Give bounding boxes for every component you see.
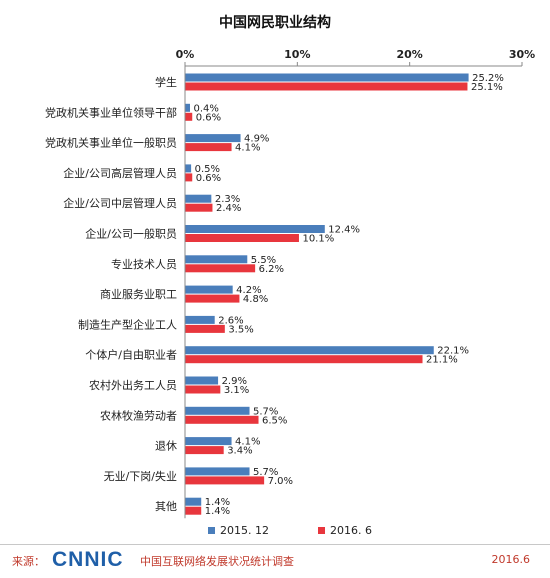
- x-tick-label: 0%: [176, 48, 195, 61]
- data-label: 2.9%: [222, 376, 247, 387]
- data-label: 4.8%: [243, 294, 268, 305]
- cnnic-logo: CNNIC: [52, 548, 124, 571]
- bar: [185, 103, 190, 112]
- data-label: 6.2%: [259, 264, 284, 275]
- bar: [185, 315, 215, 324]
- legend-swatch: [208, 527, 215, 534]
- data-label: 5.5%: [251, 255, 276, 266]
- bar: [185, 376, 219, 385]
- data-label: 0.6%: [196, 112, 221, 123]
- data-label: 2.3%: [215, 194, 240, 205]
- bar: [185, 234, 299, 242]
- bar: [185, 203, 213, 212]
- data-label: 1.4%: [205, 497, 230, 508]
- bar: [185, 437, 232, 446]
- bar: [185, 415, 259, 424]
- category-label: 学生: [155, 75, 177, 89]
- category-label: 企业/公司中层管理人员: [63, 196, 177, 210]
- bar: [185, 285, 233, 294]
- data-label: 0.6%: [196, 173, 221, 184]
- data-label: 5.7%: [253, 406, 278, 417]
- bar: [185, 173, 193, 182]
- category-label: 农村外出务工人员: [89, 378, 177, 392]
- report-date: 2016.6: [491, 553, 531, 566]
- legend-label: 2015. 12: [220, 524, 269, 537]
- bar: [185, 467, 250, 476]
- x-tick-label: 30%: [509, 48, 535, 61]
- category-label: 专业技术人员: [111, 257, 177, 271]
- bar: [185, 82, 468, 91]
- bar: [185, 346, 434, 355]
- data-label: 3.5%: [228, 324, 253, 335]
- data-label: 3.4%: [227, 446, 252, 457]
- bar: [185, 476, 265, 485]
- category-label: 制造生产型企业工人: [78, 317, 177, 331]
- data-label: 10.1%: [302, 234, 334, 245]
- category-label: 其他: [155, 500, 177, 513]
- data-label: 6.5%: [262, 415, 287, 426]
- chart-title: 中国网民职业结构: [219, 14, 331, 31]
- bar: [185, 255, 248, 264]
- data-label: 4.1%: [235, 437, 260, 448]
- x-tick-label: 20%: [396, 48, 422, 61]
- bar: [185, 294, 240, 303]
- bar: [185, 164, 192, 173]
- data-label: 21.1%: [426, 355, 458, 366]
- bar: [185, 194, 212, 203]
- category-label: 商业服务业职工: [100, 287, 177, 301]
- bar: [185, 143, 232, 152]
- data-label: 22.1%: [437, 346, 469, 357]
- footer: 来源： CNNIC 中国互联网络发展状况统计调查 2016.6: [0, 544, 550, 578]
- category-label: 企业/公司一般职员: [85, 227, 177, 241]
- data-label: 2.4%: [216, 203, 241, 214]
- category-label: 党政机关事业单位领导干部: [45, 105, 177, 119]
- data-label: 4.2%: [236, 285, 261, 296]
- bar: [185, 355, 423, 364]
- category-label: 党政机关事业单位一般职员: [45, 136, 177, 150]
- data-label: 2.6%: [218, 315, 243, 326]
- report-name: 中国互联网络发展状况统计调查: [140, 555, 294, 568]
- data-label: 5.7%: [253, 467, 278, 478]
- bar: [185, 112, 193, 121]
- bar: [185, 225, 325, 233]
- data-label: 4.9%: [244, 134, 269, 145]
- category-label: 农林牧渔劳动者: [100, 408, 177, 422]
- data-label: 3.1%: [224, 385, 249, 396]
- data-label: 0.5%: [195, 164, 220, 175]
- data-label: 12.4%: [328, 225, 360, 236]
- data-label: 1.4%: [205, 506, 230, 517]
- category-label: 退休: [155, 440, 177, 453]
- bar: [185, 73, 469, 82]
- bar: [185, 406, 250, 415]
- data-label: 4.1%: [235, 143, 260, 154]
- bar: [185, 324, 225, 333]
- legend-label: 2016. 6: [330, 524, 372, 537]
- data-label: 25.1%: [471, 82, 503, 93]
- category-label: 企业/公司高层管理人员: [63, 166, 177, 180]
- data-label: 7.0%: [268, 476, 293, 487]
- category-label: 无业/下岗/失业: [104, 470, 177, 483]
- category-label: 个体户/自由职业者: [85, 348, 177, 362]
- bar: [185, 385, 221, 394]
- data-label: 0.4%: [193, 103, 218, 114]
- bar: [185, 264, 256, 273]
- bar: [185, 497, 202, 506]
- legend-swatch: [318, 527, 325, 534]
- source-label: 来源：: [12, 555, 45, 568]
- bar: [185, 446, 224, 455]
- bar: [185, 506, 202, 515]
- bar: [185, 134, 241, 143]
- data-label: 25.2%: [472, 73, 504, 84]
- x-tick-label: 10%: [284, 48, 310, 61]
